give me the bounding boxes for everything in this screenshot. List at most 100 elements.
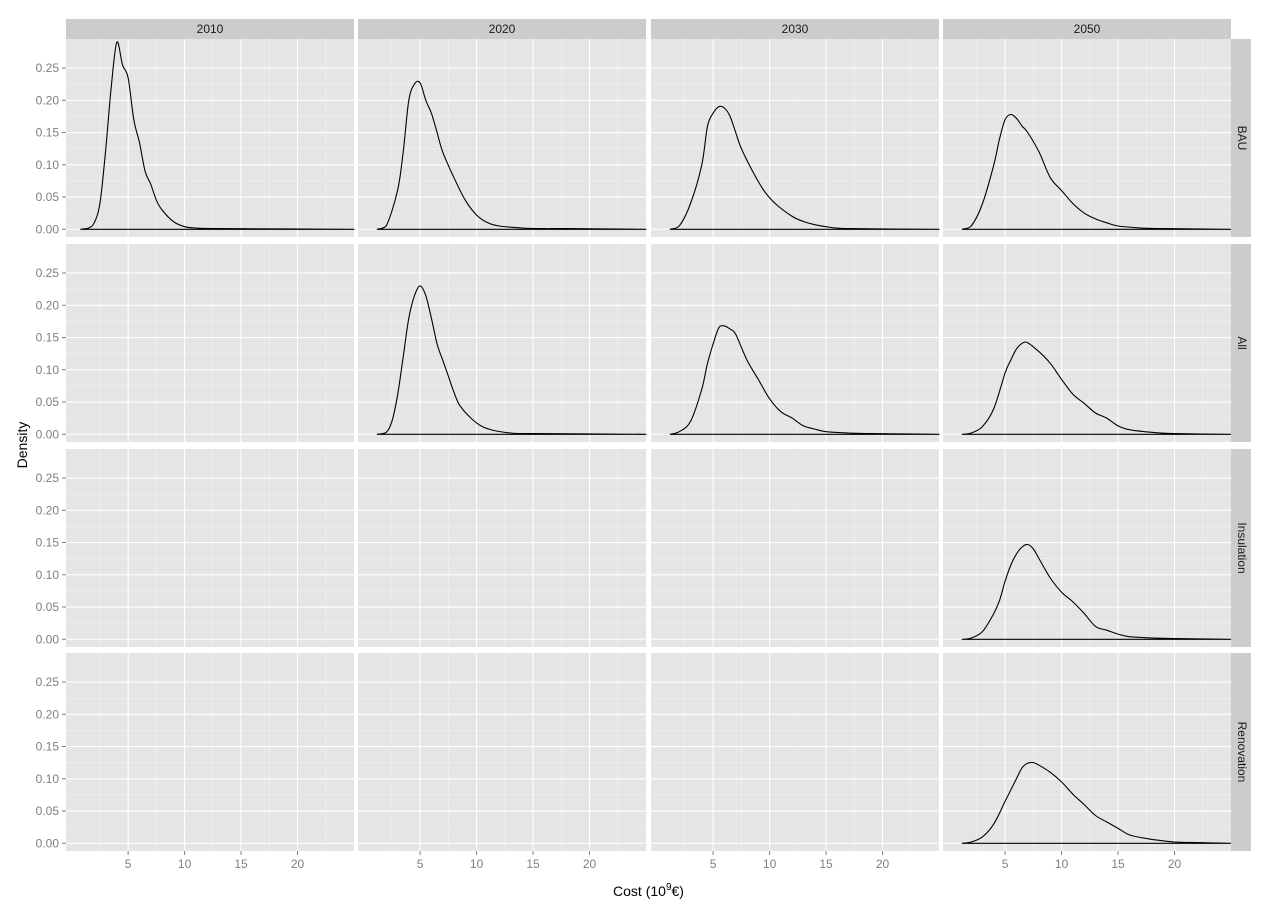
panel-background <box>66 39 354 237</box>
panel-2050-renovation <box>943 653 1231 851</box>
panel-background <box>66 653 354 851</box>
panel-2010-all <box>66 244 354 442</box>
x-axis-title-superscript: 9 <box>666 882 672 893</box>
x-tick-label: 5 <box>1002 857 1009 871</box>
y-tick-label: 0.25 <box>36 471 60 485</box>
strip-2030 <box>651 19 939 39</box>
y-tick-label: 0.05 <box>36 190 60 204</box>
panel-2050-all <box>943 244 1231 442</box>
y-tick-label: 0.25 <box>36 675 60 689</box>
panel-background <box>358 244 646 442</box>
panel-background <box>66 449 354 647</box>
panel-2020-insulation <box>358 449 646 647</box>
y-tick-label: 0.05 <box>36 600 60 614</box>
strip-label-all: All <box>1235 336 1249 349</box>
strip-label-2030: 2030 <box>782 22 809 36</box>
panel-2010-renovation <box>66 653 354 851</box>
panel-background <box>651 39 939 237</box>
panel-background <box>358 39 646 237</box>
y-tick-label: 0.15 <box>36 536 60 550</box>
panel-background <box>358 653 646 851</box>
x-tick-label: 15 <box>819 857 833 871</box>
x-tick-label: 15 <box>234 857 248 871</box>
strip-label-insulation: Insulation <box>1235 522 1249 573</box>
y-tick-label: 0.20 <box>36 93 60 107</box>
y-axis-title: Density <box>14 422 30 469</box>
y-tick-label: 0.10 <box>36 568 60 582</box>
strip-all <box>1231 244 1251 442</box>
y-tick-label: 0.00 <box>36 632 60 646</box>
panel-2030-renovation <box>651 653 939 851</box>
x-tick-label: 5 <box>125 857 132 871</box>
panel-2020-all <box>358 244 646 442</box>
panel-background <box>651 653 939 851</box>
y-tick-label: 0.05 <box>36 395 60 409</box>
density-curve-2030-all <box>669 325 940 435</box>
panel-background <box>358 449 646 647</box>
y-tick-label: 0.00 <box>36 427 60 441</box>
y-tick-label: 0.20 <box>36 503 60 517</box>
panel-background <box>66 244 354 442</box>
y-tick-label: 0.10 <box>36 772 60 786</box>
x-tick-label: 5 <box>710 857 717 871</box>
x-axis-title: Cost (109€) <box>613 882 684 899</box>
panel-background <box>651 244 939 442</box>
panel-2050-insulation <box>943 449 1231 647</box>
panel-2030-bau <box>651 39 939 237</box>
y-tick-label: 0.05 <box>36 804 60 818</box>
panel-background <box>943 39 1231 237</box>
panel-2010-bau <box>66 39 354 237</box>
strip-label-2020: 2020 <box>489 22 516 36</box>
y-tick-label: 0.00 <box>36 836 60 850</box>
x-tick-label: 20 <box>291 857 305 871</box>
strip-2020 <box>358 19 646 39</box>
y-tick-label: 0.20 <box>36 298 60 312</box>
x-tick-label: 10 <box>763 857 777 871</box>
density-curve-2050-bau <box>961 113 1232 230</box>
density-curve-2050-insulation <box>961 543 1232 640</box>
y-tick-label: 0.10 <box>36 158 60 172</box>
strip-label-2010: 2010 <box>197 22 224 36</box>
density-curve-2050-renovation <box>961 761 1232 844</box>
panel-2020-renovation <box>358 653 646 851</box>
panel-background <box>943 244 1231 442</box>
y-tick-label: 0.25 <box>36 61 60 75</box>
y-tick-label: 0.25 <box>36 266 60 280</box>
panel-background <box>651 449 939 647</box>
panel-2050-bau <box>943 39 1231 237</box>
panel-2020-bau <box>358 39 646 237</box>
density-curve-2030-bau <box>669 105 940 230</box>
strip-bau <box>1231 39 1251 237</box>
x-tick-label: 20 <box>876 857 890 871</box>
strip-2050 <box>943 19 1231 39</box>
density-curve-2020-bau <box>376 80 647 230</box>
x-tick-label: 5 <box>417 857 424 871</box>
y-tick-label: 0.00 <box>36 222 60 236</box>
x-tick-label: 10 <box>178 857 192 871</box>
panel-background <box>943 449 1231 647</box>
x-tick-label: 10 <box>470 857 484 871</box>
x-axis-title-text: Cost (10 <box>613 883 666 899</box>
strip-insulation <box>1231 449 1251 647</box>
y-tick-label: 0.10 <box>36 363 60 377</box>
strip-2010 <box>66 19 354 39</box>
x-axis-title-unit: €) <box>672 883 684 899</box>
x-tick-label: 10 <box>1055 857 1069 871</box>
strip-label-renovation: Renovation <box>1235 722 1249 783</box>
x-tick-label: 20 <box>583 857 597 871</box>
y-tick-label: 0.20 <box>36 707 60 721</box>
y-tick-label: 0.15 <box>36 126 60 140</box>
strip-renovation <box>1231 653 1251 851</box>
panel-background <box>943 653 1231 851</box>
strip-label-2050: 2050 <box>1074 22 1101 36</box>
density-curve-2010-bau <box>80 41 355 230</box>
panel-2010-insulation <box>66 449 354 647</box>
density-curve-2050-all <box>961 341 1232 435</box>
x-tick-label: 20 <box>1168 857 1182 871</box>
panel-2030-insulation <box>651 449 939 647</box>
strip-label-bau: BAU <box>1235 126 1249 151</box>
panel-2030-all <box>651 244 939 442</box>
y-tick-label: 0.15 <box>36 740 60 754</box>
x-tick-label: 15 <box>526 857 540 871</box>
